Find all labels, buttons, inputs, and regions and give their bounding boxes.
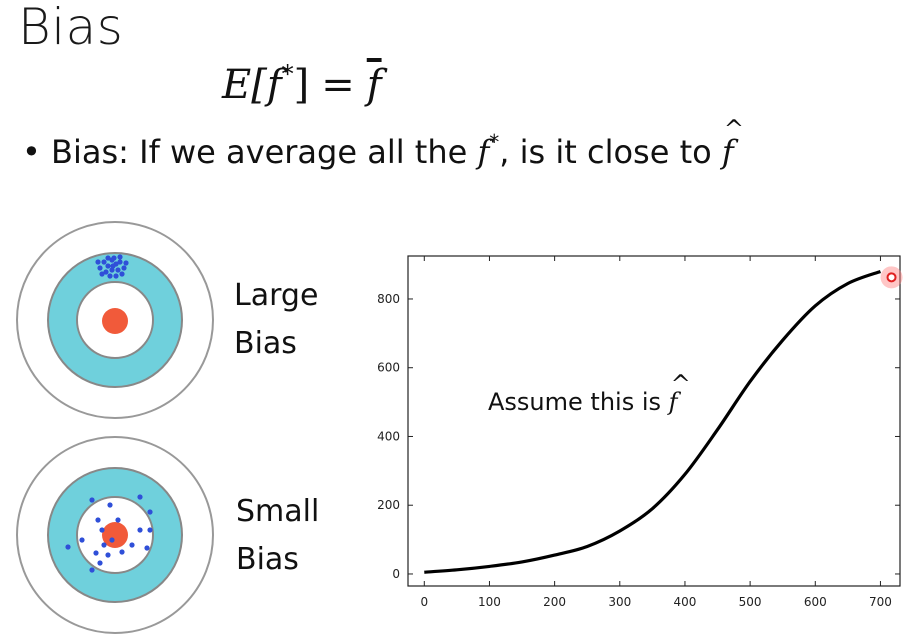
dot [105,263,111,269]
plot-frame [407,255,901,587]
bullet-f-star: f [477,133,490,171]
dot [99,271,105,277]
target-small-bias [16,436,214,634]
x-tick-label: 300 [608,595,631,609]
dot [137,527,143,533]
axes: 0 100 200 300 400 500 600 700 0 200 400 600 800 [377,256,900,609]
dot [119,271,125,277]
dot [117,259,123,265]
formula-E: E[ [222,62,267,108]
formula-f-bar: f [366,62,382,108]
label-line1: Large [234,278,319,313]
dot [121,265,127,271]
highlight-point [880,266,903,289]
dot [103,269,109,275]
dot [109,267,115,273]
dot [123,260,129,266]
expectation-formula: E[f*] = f [222,60,382,108]
dot [105,552,111,558]
label-line2: Bias [236,542,299,577]
label-small-bias: Small Bias [236,488,319,584]
dot [93,550,99,556]
x-tick-label: 400 [674,595,697,609]
highlight-marker [886,272,897,283]
bullet-marker: • [22,133,41,171]
x-tick-label: 700 [869,595,892,609]
series-line [424,269,882,574]
x-tick-label: 500 [739,595,762,609]
x-tick-label: 600 [804,595,827,609]
formula-star: * [281,60,294,88]
slide-title: Bias [18,0,124,56]
chart-annotation: Assume this is f [488,370,691,416]
dot [107,502,113,508]
y-tick-label: 0 [392,567,400,581]
label-line2: Bias [234,326,297,361]
dot [99,527,105,533]
bias-bullet: • Bias: If we average all the f*, is it … [22,115,744,171]
dot [115,267,121,273]
y-tick-label: 200 [377,498,400,512]
chart: 0 100 200 300 400 500 600 700 0 200 400 600 800 [377,255,903,609]
dot [97,265,103,271]
bullet-text-1: Bias: If we average all the [51,133,478,171]
dot [97,560,103,566]
formula-equals: = [321,62,355,108]
dot [129,542,135,548]
dot [65,544,71,550]
dot [101,259,107,265]
dot [113,273,119,279]
x-tick-label: 100 [478,595,501,609]
dot [89,497,95,503]
dot [111,255,117,261]
dot [105,255,111,261]
y-tick-label: 400 [377,429,400,443]
dot [147,527,153,533]
dot [89,567,95,573]
label-line1: Small [236,494,320,529]
label-large-bias: Large Bias [234,272,318,368]
bullet-star: * [489,130,500,154]
dot [107,273,113,279]
bullseye [102,522,128,548]
dot [144,545,150,551]
bullet-text-2: , is it close to [499,133,722,171]
bullseye [102,308,128,334]
annotation-text: Assume this is [488,388,669,416]
dot [137,494,143,500]
dot-cluster [95,254,129,279]
target-large-bias [16,221,214,419]
dot [109,537,115,543]
x-tick-label: 0 [420,595,428,609]
dot [119,549,125,555]
dot [110,263,116,269]
dot [101,542,107,548]
dot [95,517,101,523]
dot [147,509,153,515]
annotation-f-hat: f [669,370,691,416]
dot [79,537,85,543]
dot [95,259,101,265]
dot [117,254,123,260]
bullet-f-hat: f [722,115,744,171]
y-tick-label: 600 [377,361,400,375]
formula-f: f [266,62,282,108]
x-tick-label: 200 [543,595,566,609]
dot [115,517,121,523]
formula-close: ] [293,62,310,108]
y-tick-label: 800 [377,292,400,306]
dot-scatter [65,494,153,573]
